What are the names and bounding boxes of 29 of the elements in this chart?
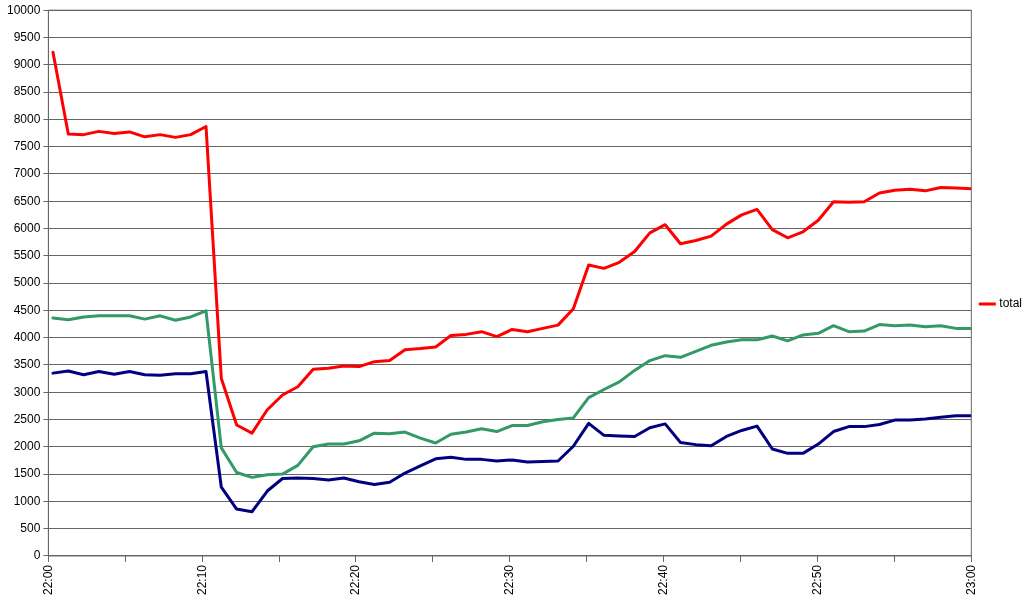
x-tick-label: 22:40 xyxy=(656,564,671,595)
y-tick-label: 2000 xyxy=(13,439,41,454)
y-tick-label: 5500 xyxy=(13,248,41,263)
y-tick-label: 2500 xyxy=(13,411,41,426)
x-tick-label: 22:10 xyxy=(194,564,209,595)
y-tick-label: 8500 xyxy=(13,84,41,99)
x-tick-label: 22:30 xyxy=(502,564,517,595)
y-tick-label: 7500 xyxy=(13,138,41,153)
x-tick-label: 22:00 xyxy=(40,564,55,595)
y-tick-label: 1500 xyxy=(13,466,41,481)
y-tick-label: 10000 xyxy=(6,2,41,17)
x-tick-label: 22:50 xyxy=(809,564,824,595)
y-tick-label: 6000 xyxy=(13,220,41,235)
y-tick-label: 5000 xyxy=(13,275,41,290)
y-tick-label: 4000 xyxy=(13,329,41,344)
x-tick-label: 22:20 xyxy=(348,564,363,595)
y-tick-label: 1000 xyxy=(13,493,41,508)
y-tick-label: 3000 xyxy=(13,384,41,399)
y-tick-label: 9500 xyxy=(13,29,41,44)
y-tick-label: 500 xyxy=(20,520,41,535)
y-tick-label: 8000 xyxy=(13,111,41,126)
y-tick-label: 3500 xyxy=(13,357,41,372)
legend-label: total xyxy=(999,296,1023,311)
y-tick-label: 0 xyxy=(33,548,41,563)
y-tick-label: 6500 xyxy=(13,193,41,208)
y-tick-label: 4500 xyxy=(13,302,41,317)
x-tick-label: 23:00 xyxy=(963,564,978,595)
y-tick-label: 7000 xyxy=(13,166,41,181)
y-tick-label: 9000 xyxy=(13,57,41,72)
